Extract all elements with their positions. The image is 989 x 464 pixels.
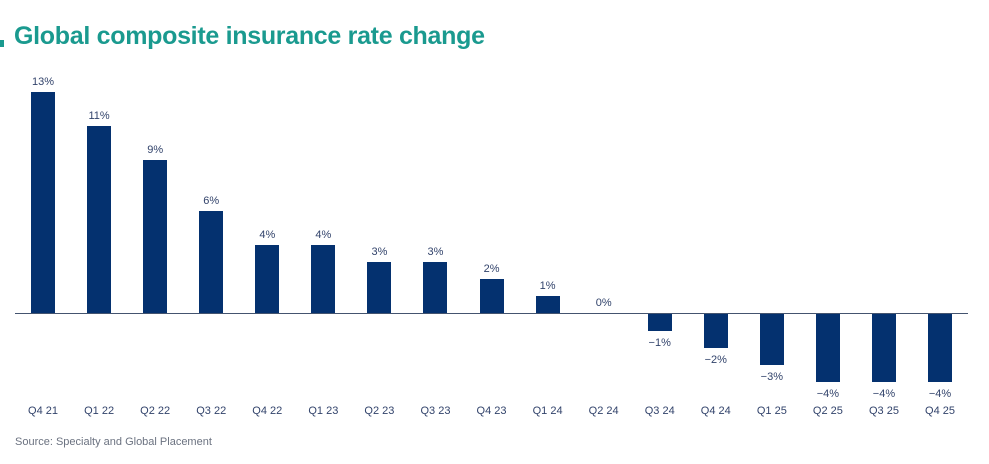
bar-group: 3% Q3 23: [407, 75, 463, 420]
x-axis-label: Q4 25: [925, 405, 956, 417]
bar-group: 13% Q4 21: [15, 75, 71, 420]
x-axis-label: Q1 24: [532, 405, 563, 417]
bar-value-label: −1%: [648, 337, 671, 349]
bar-value-label: 0%: [595, 297, 612, 309]
bar: [31, 92, 56, 313]
bar-group: −4% Q3 25: [856, 75, 912, 420]
x-axis-label: Q4 21: [28, 405, 59, 417]
bar-group: 0% Q2 24: [576, 75, 632, 420]
bar: [535, 296, 560, 313]
bar-group: −1% Q3 24: [632, 75, 688, 420]
bar: [143, 160, 168, 313]
bar-group: 6% Q3 22: [183, 75, 239, 420]
bar-value-label: 13%: [32, 76, 55, 88]
bar-value-label: 3%: [427, 246, 444, 258]
bar: [703, 314, 728, 348]
bar-value-label: 1%: [539, 280, 556, 292]
x-axis-label: Q3 22: [196, 405, 227, 417]
source-note: Source: Specialty and Global Placement: [15, 436, 212, 448]
bar-group: −2% Q4 24: [688, 75, 744, 420]
bar: [479, 279, 504, 313]
bar-value-label: 4%: [315, 229, 332, 241]
bar-group: −4% Q4 25: [912, 75, 968, 420]
bar: [199, 211, 224, 313]
chart-title: Global composite insurance rate change: [14, 22, 485, 50]
bar-group: 4% Q4 22: [239, 75, 295, 420]
bar-value-label: −3%: [760, 371, 783, 383]
bar-group: 9% Q2 22: [127, 75, 183, 420]
bar-value-label: 3%: [371, 246, 388, 258]
bar-columns: 13% Q4 21 11% Q1 22 9% Q2 22 6% Q3 22 4% Q4 22 4% Q…: [15, 75, 968, 420]
bar: [423, 262, 448, 313]
bar-value-label: 2%: [483, 263, 500, 275]
bar: [367, 262, 392, 313]
bar-group: 11% Q1 22: [71, 75, 127, 420]
bar-value-label: −4%: [816, 388, 840, 400]
bar: [311, 245, 336, 313]
bar: [647, 314, 672, 331]
bar-chart: 13% Q4 21 11% Q1 22 9% Q2 22 6% Q3 22 4% Q4 22 4% Q…: [15, 75, 968, 420]
bar-value-label: −4%: [928, 388, 952, 400]
x-axis-label: Q2 22: [140, 405, 171, 417]
x-axis-label: Q4 22: [252, 405, 283, 417]
bar: [928, 314, 953, 382]
bar: [87, 126, 112, 313]
bar-group: 2% Q4 23: [464, 75, 520, 420]
x-axis-label: Q1 25: [756, 405, 787, 417]
bar-group: 1% Q1 24: [520, 75, 576, 420]
x-axis-label: Q3 23: [420, 405, 451, 417]
bar-group: 3% Q2 23: [351, 75, 407, 420]
x-axis-label: Q3 24: [644, 405, 675, 417]
x-axis-label: Q2 24: [588, 405, 619, 417]
x-axis-line: [15, 313, 968, 314]
bar: [255, 245, 280, 313]
bar: [871, 314, 896, 382]
x-axis-label: Q1 22: [84, 405, 115, 417]
x-axis-label: Q3 25: [868, 405, 899, 417]
bar-value-label: −4%: [872, 388, 896, 400]
x-axis-label: Q4 24: [700, 405, 731, 417]
bar-value-label: −2%: [704, 354, 727, 366]
bar-group: −4% Q2 25: [800, 75, 856, 420]
x-axis-label: Q2 23: [364, 405, 395, 417]
bar-group: −3% Q1 25: [744, 75, 800, 420]
bar-value-label: 4%: [259, 229, 276, 241]
x-axis-label: Q2 25: [812, 405, 843, 417]
bar: [759, 314, 784, 365]
x-axis-label: Q1 23: [308, 405, 339, 417]
bar-group: 4% Q1 23: [295, 75, 351, 420]
bar-value-label: 11%: [88, 110, 110, 122]
bar-value-label: 6%: [203, 195, 220, 207]
edge-artifact: [0, 40, 4, 47]
bar: [815, 314, 840, 382]
bar-value-label: 9%: [147, 144, 164, 156]
x-axis-label: Q4 23: [476, 405, 507, 417]
